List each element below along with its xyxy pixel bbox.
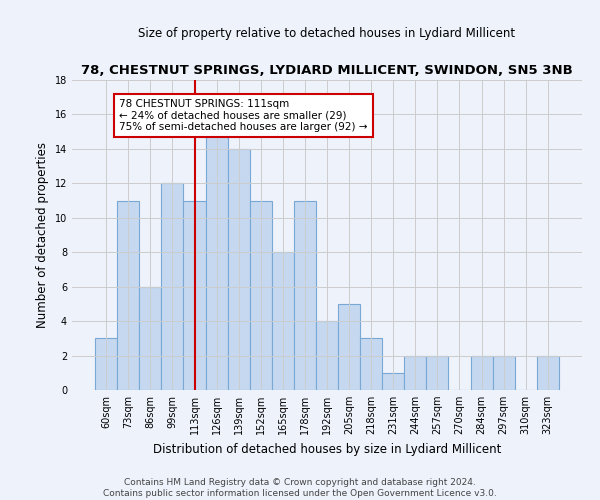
Text: 78 CHESTNUT SPRINGS: 111sqm
← 24% of detached houses are smaller (29)
75% of sem: 78 CHESTNUT SPRINGS: 111sqm ← 24% of det… <box>119 99 368 132</box>
Y-axis label: Number of detached properties: Number of detached properties <box>36 142 49 328</box>
Bar <box>227 149 250 390</box>
X-axis label: Distribution of detached houses by size in Lydiard Millicent: Distribution of detached houses by size … <box>153 442 501 456</box>
Bar <box>316 321 338 390</box>
Bar <box>338 304 360 390</box>
Bar <box>206 132 227 390</box>
Bar <box>95 338 117 390</box>
Bar <box>427 356 448 390</box>
Bar <box>139 286 161 390</box>
Bar <box>404 356 427 390</box>
Text: Size of property relative to detached houses in Lydiard Millicent: Size of property relative to detached ho… <box>139 26 515 40</box>
Text: Contains HM Land Registry data © Crown copyright and database right 2024.
Contai: Contains HM Land Registry data © Crown c… <box>103 478 497 498</box>
Bar <box>250 200 272 390</box>
Bar <box>493 356 515 390</box>
Bar <box>360 338 382 390</box>
Bar <box>470 356 493 390</box>
Bar <box>161 184 184 390</box>
Title: 78, CHESTNUT SPRINGS, LYDIARD MILLICENT, SWINDON, SN5 3NB: 78, CHESTNUT SPRINGS, LYDIARD MILLICENT,… <box>81 64 573 78</box>
Bar <box>537 356 559 390</box>
Bar <box>294 200 316 390</box>
Bar <box>184 200 206 390</box>
Bar <box>382 373 404 390</box>
Bar <box>117 200 139 390</box>
Bar <box>272 252 294 390</box>
